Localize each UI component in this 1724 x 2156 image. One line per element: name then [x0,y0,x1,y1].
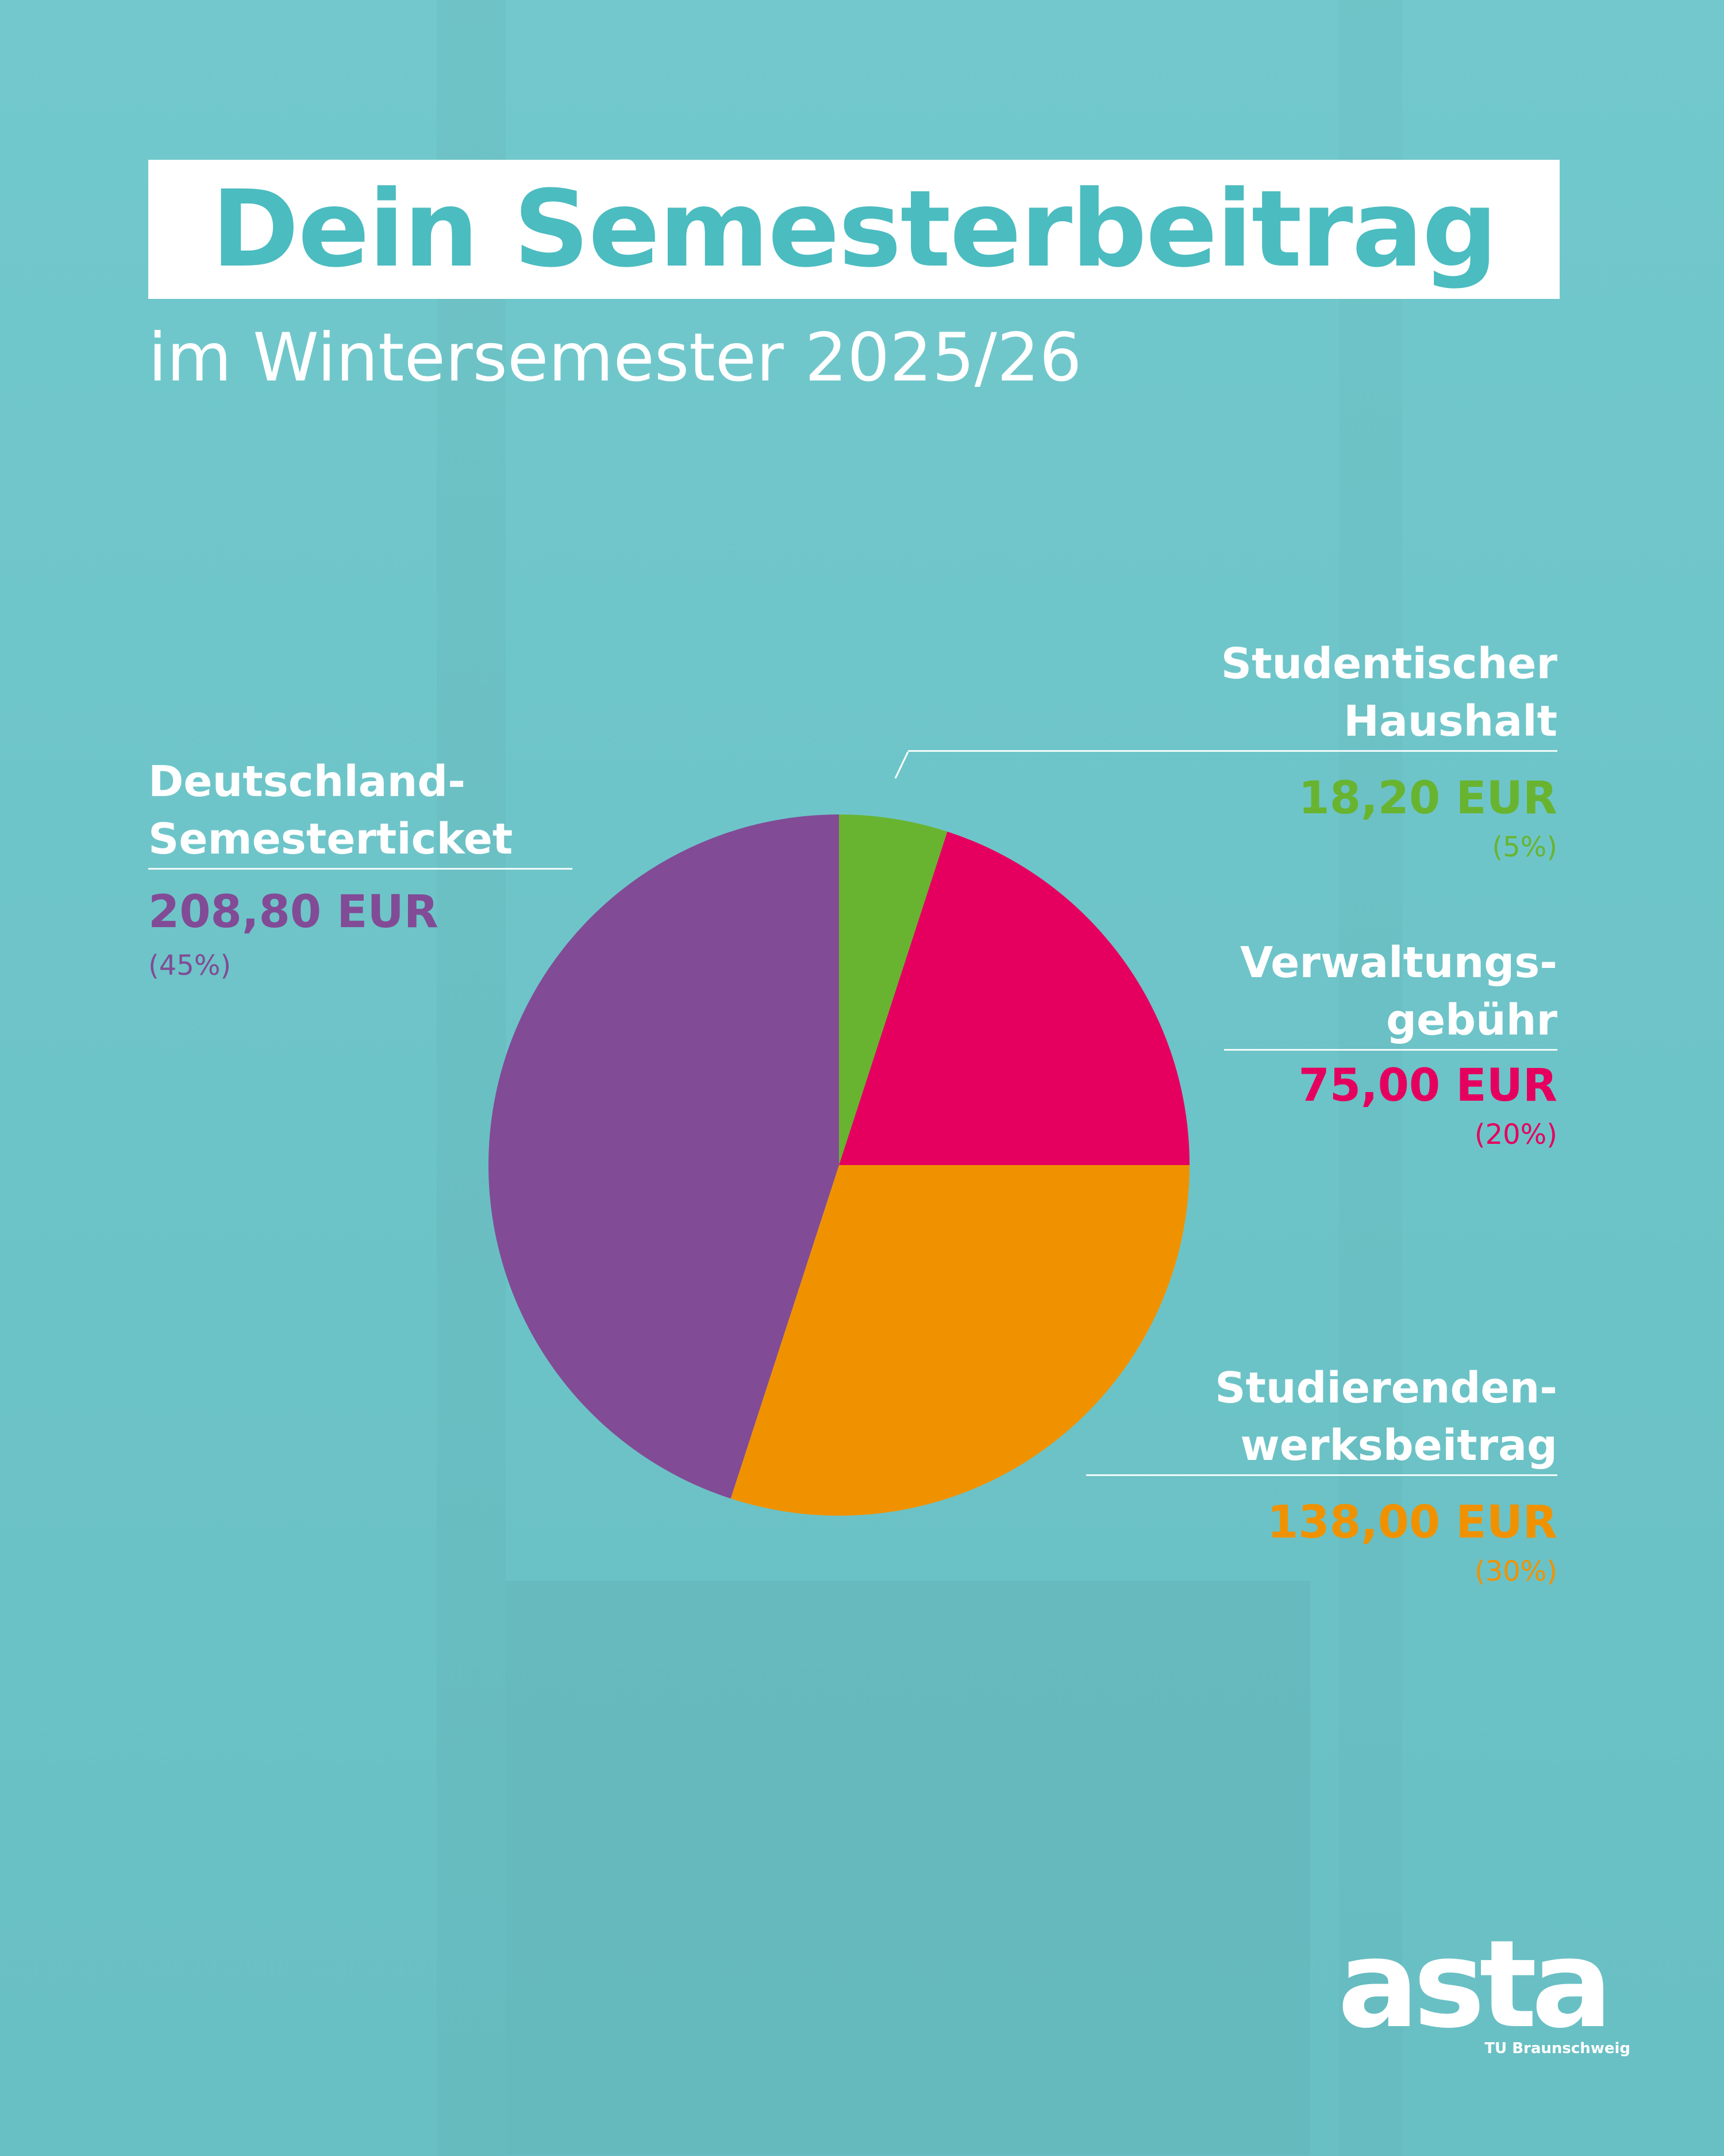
pie-slice-verwaltungs-gebühr [839,831,1190,1165]
label-verwaltung-amount: 75,00 EUR [1298,1060,1557,1112]
label-ticket-rule [148,868,572,870]
label-studierendenwerk-amount: 138,00 EUR [1267,1497,1557,1548]
title-box: Dein Semesterbeitrag [148,160,1560,299]
label-ticket-name-line1: Deutschland- [148,757,465,806]
pie-slice-studentischer-haushalt [839,814,948,1165]
logo-wordmark: asta [1338,1931,1607,2055]
label-ticket-percent: (45%) [148,950,232,982]
label-studierendenwerk-percent: (30%) [1474,1555,1557,1588]
label-verwaltung-percent: (20%) [1474,1119,1557,1151]
label-studierendenwerk-name-line1: Studierenden- [1215,1363,1557,1413]
label-haushalt-name-line2: Haushalt [1344,697,1557,746]
label-studierendenwerk: Studierenden- werksbeitrag 138,00 EUR (3… [1086,1359,1557,1585]
pie-slice-deutschland-semesterticket [488,814,839,1499]
label-verwaltung-name-line2: gebühr [1386,996,1557,1045]
label-studierendenwerk-name-line2: werksbeitrag [1240,1421,1557,1470]
pie-slice-studierenden-werksbeitrag [730,1165,1190,1516]
label-haushalt-name-line1: Studentischer [1221,639,1557,689]
page-title: Dein Semesterbeitrag [211,168,1498,291]
leader-line-haushalt [894,751,909,779]
asta-logo: asta TU Braunschweig [1338,1931,1630,2057]
label-haushalt-rule [908,750,1557,752]
label-studierendenwerk-rule [1086,1474,1557,1476]
label-ticket-amount: 208,80 EUR [148,886,438,938]
label-ticket: Deutschland- Semesterticket 208,80 EUR (… [148,753,572,979]
label-haushalt-amount: 18,20 EUR [1298,773,1557,824]
label-verwaltung-rule [1224,1049,1557,1051]
label-haushalt-percent: (5%) [1492,831,1557,863]
logo-subtext: TU Braunschweig [1484,2040,1630,2057]
label-ticket-name-line2: Semesterticket [148,814,513,864]
label-verwaltung-name-line1: Verwaltungs- [1240,938,1557,987]
label-verwaltung: Verwaltungs- gebühr 75,00 EUR (20%) [1224,934,1557,1148]
label-haushalt: Studentischer Haushalt 18,20 EUR (5%) [908,635,1557,861]
page-subtitle: im Wintersemester 2025/26 [148,319,1082,397]
